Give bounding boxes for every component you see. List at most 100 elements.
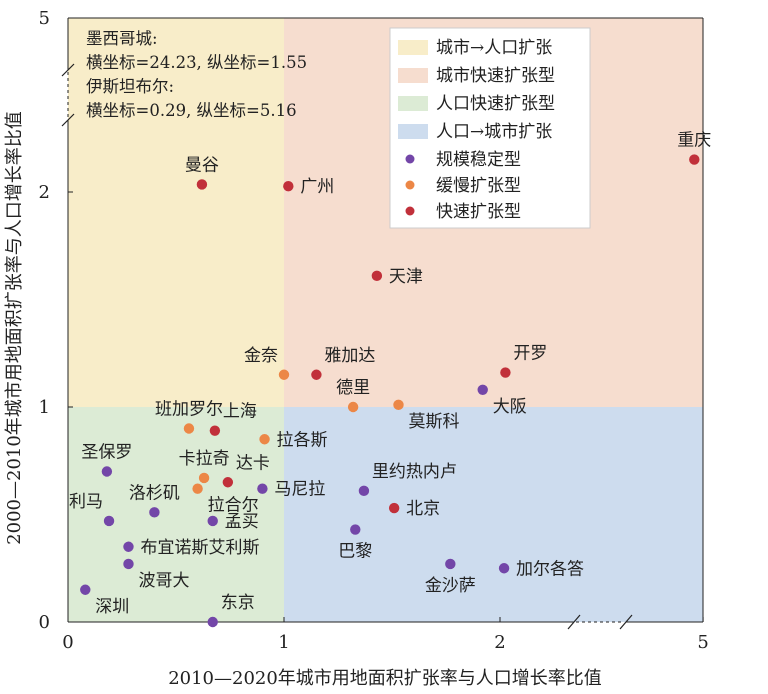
point-label: 深圳 — [95, 597, 129, 617]
point-label: 开罗 — [513, 344, 547, 364]
point-label: 达卡 — [236, 453, 270, 473]
legend-label: 缓慢扩张型 — [436, 175, 521, 196]
point-marker — [123, 558, 134, 570]
legend-label: 城市快速扩张型 — [436, 66, 555, 86]
point-marker — [445, 558, 456, 570]
legend-marker — [405, 206, 415, 216]
plot-frame — [61, 17, 704, 630]
y-break-mark-1 — [61, 63, 75, 77]
quadrant-4 — [284, 407, 703, 622]
point-label: 卡拉奇 — [179, 449, 230, 469]
point-label: 曼谷 — [185, 155, 219, 175]
point-marker — [80, 584, 91, 595]
quadrant-3 — [68, 407, 284, 622]
annotation-line: 横坐标=24.23, 纵坐标=1.55 — [86, 53, 307, 72]
legend-marker — [405, 180, 415, 190]
point-label: 拉各斯 — [277, 430, 328, 450]
x-tick-label: 0 — [62, 632, 73, 653]
point-marker — [196, 179, 208, 190]
annotation-line: 横坐标=0.29, 纵坐标=5.16 — [86, 101, 297, 120]
point-labels: 重庆纽约曼谷广州天津金奈雅加达开罗德里大阪莫斯科班加罗尔上海拉各斯圣保罗卡拉奇达… — [69, 131, 711, 617]
x-tick-label: 5 — [697, 632, 708, 653]
point-marker — [393, 399, 404, 411]
point-label: 大阪 — [493, 397, 527, 417]
point-marker — [388, 502, 400, 514]
point-label: 拉合尔 — [208, 496, 259, 516]
point-label: 雅加达 — [324, 346, 375, 366]
legend-label: 规模稳定型 — [436, 150, 521, 170]
point-label: 金奈 — [244, 346, 278, 366]
point-label: 上海 — [223, 402, 257, 422]
point-marker — [123, 541, 134, 552]
point-marker — [149, 507, 160, 518]
y-tick-label: 2 — [39, 182, 50, 203]
point-marker — [371, 270, 383, 282]
y-tick-label: 5 — [39, 8, 50, 29]
annotation-line: 伊斯坦布尔: — [86, 77, 174, 96]
point-label: 圣保罗 — [81, 443, 132, 463]
legend-label: 快速扩张型 — [436, 202, 521, 222]
point-label: 东京 — [221, 593, 255, 613]
point-label: 金沙萨 — [425, 576, 476, 596]
point-marker — [101, 466, 113, 477]
point-label: 德里 — [336, 378, 370, 398]
x-tick-label: 1 — [278, 632, 289, 653]
legend-marker — [405, 154, 415, 164]
point-label: 利马 — [69, 492, 103, 512]
point-marker — [207, 515, 218, 527]
point-marker — [183, 423, 195, 434]
x-axis-label: 2010—2020年城市用地面积扩张率与人口增长率比值 — [168, 668, 602, 689]
annotation-line: 墨西哥城: — [86, 29, 158, 48]
point-label: 广州 — [300, 177, 334, 197]
legend-label: 城市→人口扩张 — [436, 38, 552, 58]
point-marker — [207, 616, 218, 628]
point-label: 布宜诺斯艾利斯 — [140, 538, 259, 558]
y-tick-label: 0 — [39, 612, 50, 633]
point-label: 波哥大 — [138, 571, 189, 591]
point-label: 班加罗尔 — [155, 400, 223, 420]
legend-swatch — [398, 40, 428, 55]
legend-label: 人口→城市扩张 — [436, 122, 552, 142]
point-marker — [347, 401, 359, 413]
point-label: 巴黎 — [338, 542, 372, 562]
point-label: 加尔各答 — [516, 559, 584, 579]
point-label: 莫斯科 — [408, 412, 459, 432]
y-axis-label: 2000—2010年城市用地面积扩张率与人口增长率比值 — [4, 111, 25, 545]
point-marker — [257, 483, 268, 494]
y-break-mark-2 — [61, 113, 75, 127]
point-marker — [192, 483, 203, 494]
point-marker — [198, 472, 210, 484]
axis-ticks: 0 1 2 5 0 1 2 5 — [39, 8, 709, 653]
point-label: 马尼拉 — [274, 480, 325, 500]
annotation-box: 墨西哥城: 横坐标=24.23, 纵坐标=1.55 伊斯坦布尔: 横坐标=0.29, … — [86, 29, 307, 120]
point-marker — [222, 477, 234, 488]
y-tick-label: 1 — [39, 397, 50, 418]
point-marker — [259, 434, 270, 445]
point-label: 洛杉矶 — [129, 483, 180, 503]
point-marker — [350, 524, 361, 535]
quadrant-1 — [68, 18, 284, 407]
x-break-mark-1 — [567, 614, 581, 630]
legend-label: 人口快速扩张型 — [436, 94, 555, 114]
point-marker — [311, 369, 322, 380]
point-marker — [358, 485, 370, 497]
point-label: 孟买 — [225, 512, 259, 532]
point-marker — [689, 154, 700, 165]
point-marker — [500, 367, 511, 378]
point-marker — [283, 181, 294, 192]
point-marker — [498, 563, 510, 574]
x-tick-label: 2 — [494, 632, 505, 653]
legend-swatch — [398, 96, 428, 111]
point-label: 重庆 — [677, 131, 711, 151]
point-marker — [209, 425, 221, 436]
legend: 城市→人口扩张城市快速扩张型人口快速扩张型人口→城市扩张规模稳定型缓慢扩张型快速… — [389, 27, 591, 229]
point-marker — [278, 369, 290, 380]
x-break-mark-2 — [619, 614, 633, 630]
point-label: 里约热内卢 — [372, 462, 457, 482]
point-label: 北京 — [406, 499, 440, 519]
legend-swatch — [398, 68, 428, 83]
legend-swatch — [398, 124, 428, 139]
data-points — [80, 154, 700, 628]
point-marker — [103, 515, 115, 527]
